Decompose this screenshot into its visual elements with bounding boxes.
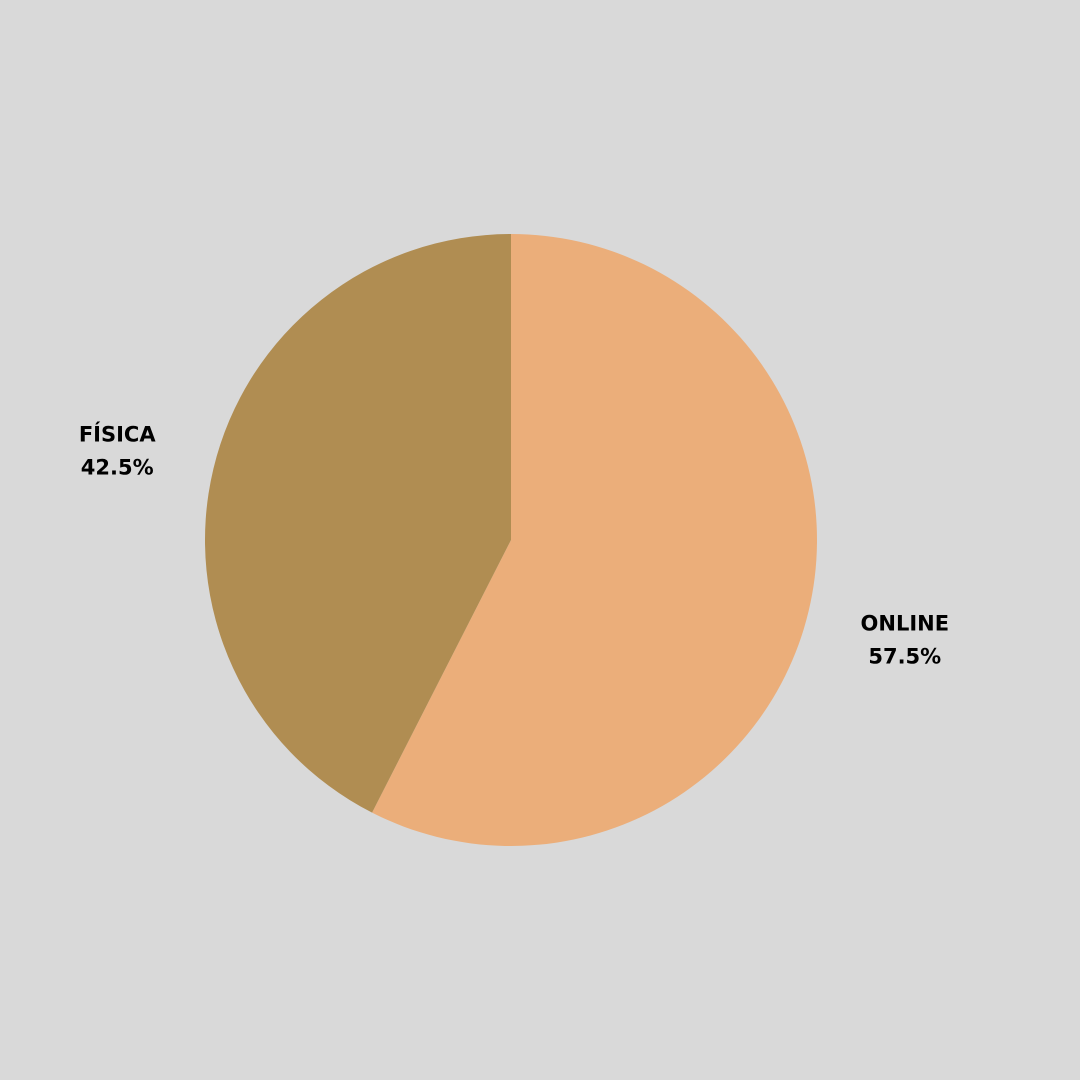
pie-labels: ONLINE 57.5% FÍSICA 42.5% — [79, 422, 949, 669]
pie-slice-online — [372, 234, 817, 846]
pie-slice-fisica — [204, 234, 511, 813]
slice-label-online: ONLINE — [861, 612, 950, 636]
slice-value-fisica: 42.5% — [81, 456, 154, 480]
slice-value-online: 57.5% — [868, 645, 941, 669]
pie-slices — [204, 234, 817, 846]
slice-label-fisica: FÍSICA — [79, 422, 157, 447]
